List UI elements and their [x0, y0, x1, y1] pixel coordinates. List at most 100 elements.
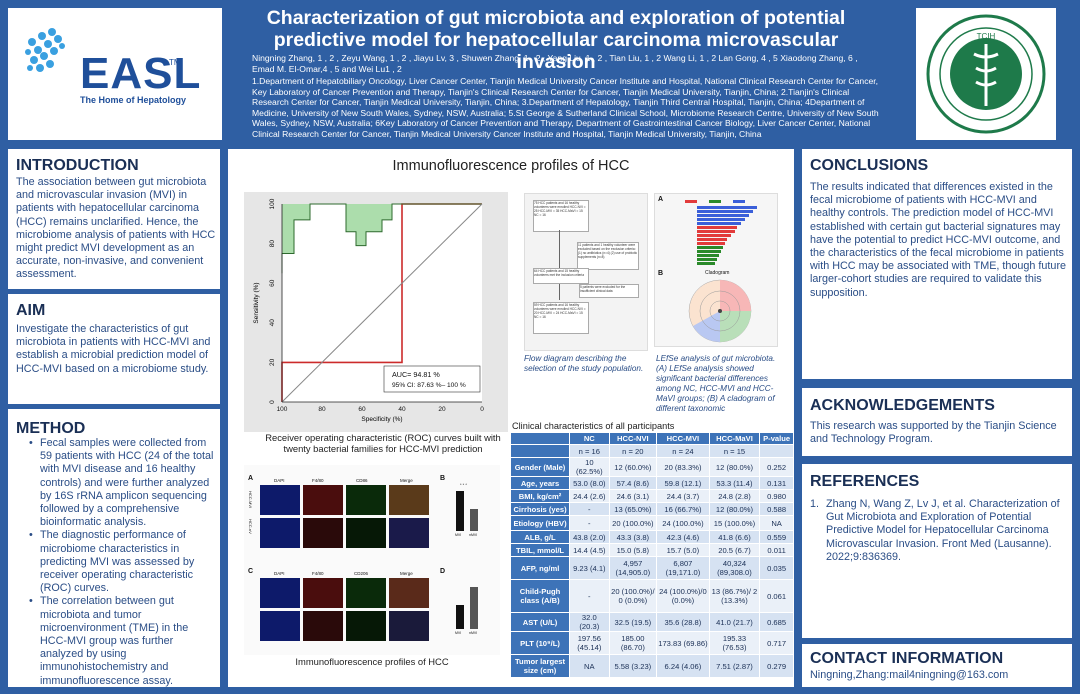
table-row: BMI, kg/cm² 24.4 (2.6) 24.6 (3.1) 24.4 (3.7…	[509, 489, 794, 503]
roc-axes: 100 80 60 40 20 0 0 20 40 60 80 100 Specificity (%) S…	[253, 198, 484, 423]
easl-trademark: TM	[169, 58, 181, 67]
table-cell: -	[569, 502, 610, 516]
if-image-dapi	[260, 518, 300, 548]
if-col-dapi: DAPI	[274, 571, 285, 576]
table-cell: 24.6 (3.1)	[608, 489, 658, 503]
university-seal: TCIH	[916, 8, 1056, 140]
table-row: PLT (10⁹/L) 197.56 (45.14) 185.00 (86.70) 1…	[509, 631, 794, 655]
table-cell: NA	[569, 654, 610, 678]
flow-box-data-excluded: 5 patients were excluded for the insuffi…	[579, 284, 639, 298]
if-image-merge	[389, 611, 429, 641]
lefse-legend-swatch	[733, 200, 745, 203]
table-cell: NA	[759, 515, 794, 531]
conclusions-panel: CONCLUSIONS The results indicated that d…	[802, 149, 1072, 379]
roc-confidence-bound	[281, 203, 482, 274]
flow-connector	[559, 230, 560, 300]
table-cell: 195.33 (76.53)	[708, 631, 761, 655]
roc-y-tick-label: 20	[269, 358, 276, 366]
row-label: AST (U/L)	[509, 612, 571, 632]
table-cell: 20 (100.0%)/ 0 (0.0%)	[608, 579, 658, 613]
table-cell: 4,957 (14,905.0)	[608, 556, 658, 580]
roc-y-axis-label: Sensitivity (%)	[253, 282, 260, 323]
table-cell: 6.24 (4.06)	[656, 654, 710, 678]
table-row: n = 16 n = 20 n = 24 n = 15	[509, 444, 794, 458]
if-bar-label-mvi: MVI	[455, 631, 462, 635]
flow-diagram: 75 HCC patients and 16 healthy volunteer…	[524, 193, 648, 351]
table-header: HCC-MaVI	[708, 432, 761, 445]
flow-caption: Flow diagram describing the selection of…	[524, 354, 644, 373]
table-cell: 20 (83.3%)	[656, 457, 710, 477]
if-image-cd206	[346, 611, 386, 641]
if-bar-label-mvi: MVI	[455, 533, 462, 537]
table-row: Cirrhosis (yes) -13 (65.0%) 16 (66.7%) 12 (…	[509, 502, 794, 516]
roc-x-tick-label: 40	[398, 406, 406, 413]
if-col-f480: F4/80	[312, 478, 324, 483]
easl-logo	[8, 8, 222, 140]
table-cell: 0.559	[759, 530, 794, 544]
if-image-merge	[389, 485, 429, 515]
table-cell: 32.5 (19.5)	[608, 612, 658, 632]
lefse-panel-a-label: A	[658, 196, 664, 203]
roc-caption: Receiver operating characteristic (ROC) …	[265, 432, 501, 454]
roc-x-tick-label: 80	[318, 406, 326, 413]
if-col-cd86: CD86	[356, 478, 368, 483]
roc-annotation-box	[383, 365, 481, 393]
table-cell: 42.3 (4.6)	[656, 530, 710, 544]
method-bullet: The correlation between gut microbiota a…	[29, 595, 214, 687]
table-cell: 0.061	[759, 579, 794, 613]
lefse-bars	[697, 206, 757, 265]
if-image-f480	[303, 518, 343, 548]
table-cell: 0.011	[759, 543, 794, 557]
flow-box-excluded: 11 patients and 1 healthy volunteer were…	[577, 242, 639, 270]
conclusions-text: The results indicated that differences e…	[810, 181, 1067, 299]
roc-x-tick-label: 100	[277, 406, 288, 413]
if-bar-label-nmvi: nMVI	[469, 533, 478, 537]
table-cell: 20.5 (6.7)	[708, 543, 761, 557]
if-image-dapi	[260, 611, 300, 641]
table-cell: 0.980	[759, 489, 794, 503]
if-col-merge: Merge	[400, 478, 413, 483]
table-cell: -	[569, 579, 610, 613]
table-row: TBIL, mmol/L 14.4 (4.5) 15.0 (5.8) 15.7 (5.…	[509, 543, 794, 557]
table-cell: 24 (100.0%)/0 (0.0%)	[656, 579, 710, 613]
if-col-cd206: CD206	[354, 571, 369, 576]
roc-reference-diagonal	[281, 203, 483, 403]
table-cell: 0.252	[759, 457, 794, 477]
table-cell: n = 20	[608, 444, 658, 458]
method-heading: METHOD	[16, 420, 86, 437]
if-panel-b-label: B	[440, 475, 446, 482]
conclusions-heading: CONCLUSIONS	[810, 157, 929, 174]
row-label: TBIL, mmol/L	[509, 543, 571, 557]
table-row: Etiology (HBV) -20 (100.0%) 24 (100.0%) 15 …	[509, 515, 794, 531]
acknowledgements-text: This research was supported by the Tianj…	[810, 420, 1057, 446]
row-label: BMI, kg/cm²	[509, 489, 571, 503]
reference-number: 1.	[810, 498, 820, 510]
table-cell: 24 (100.0%)	[656, 515, 710, 531]
row-label: Etiology (HBV)	[509, 515, 571, 531]
acknowledgements-heading: ACKNOWLEDGEMENTS	[810, 397, 995, 414]
acknowledgements-panel: ACKNOWLEDGEMENTS This research was suppo…	[802, 388, 1072, 456]
introduction-heading: INTRODUCTION	[16, 157, 139, 174]
table-cell: 173.83 (69.86)	[656, 631, 710, 655]
easl-dots-icon	[25, 28, 65, 72]
table-cell: 14.4 (4.5)	[569, 543, 610, 557]
table-cell: 15.0 (5.8)	[608, 543, 658, 557]
row-label: Gender (Male)	[509, 457, 571, 477]
seal-icon: TCIH	[926, 14, 1046, 134]
table-cell: 53.0 (8.0)	[569, 476, 610, 490]
table-cell: 16 (66.7%)	[656, 502, 710, 516]
if-panel-a-label: A	[248, 475, 254, 482]
table-header: P-value	[759, 432, 794, 445]
if-image-merge	[389, 578, 429, 608]
table-cell: 185.00 (86.70)	[608, 631, 658, 655]
if-panel-c-label: C	[248, 568, 254, 575]
if-image-merge	[389, 518, 429, 548]
row-label	[509, 444, 571, 458]
roc-y-tick-label: 0	[269, 400, 276, 404]
table-header: HCC-MVI	[656, 432, 710, 445]
table-cell: 197.56 (45.14)	[569, 631, 610, 655]
if-col-f480: F4/80	[312, 571, 324, 576]
roc-auc-label: AUC= 94.81 %	[392, 370, 440, 379]
method-bullet: The diagnostic performance of microbiome…	[29, 529, 214, 595]
seal-text: TCIH	[977, 32, 996, 41]
